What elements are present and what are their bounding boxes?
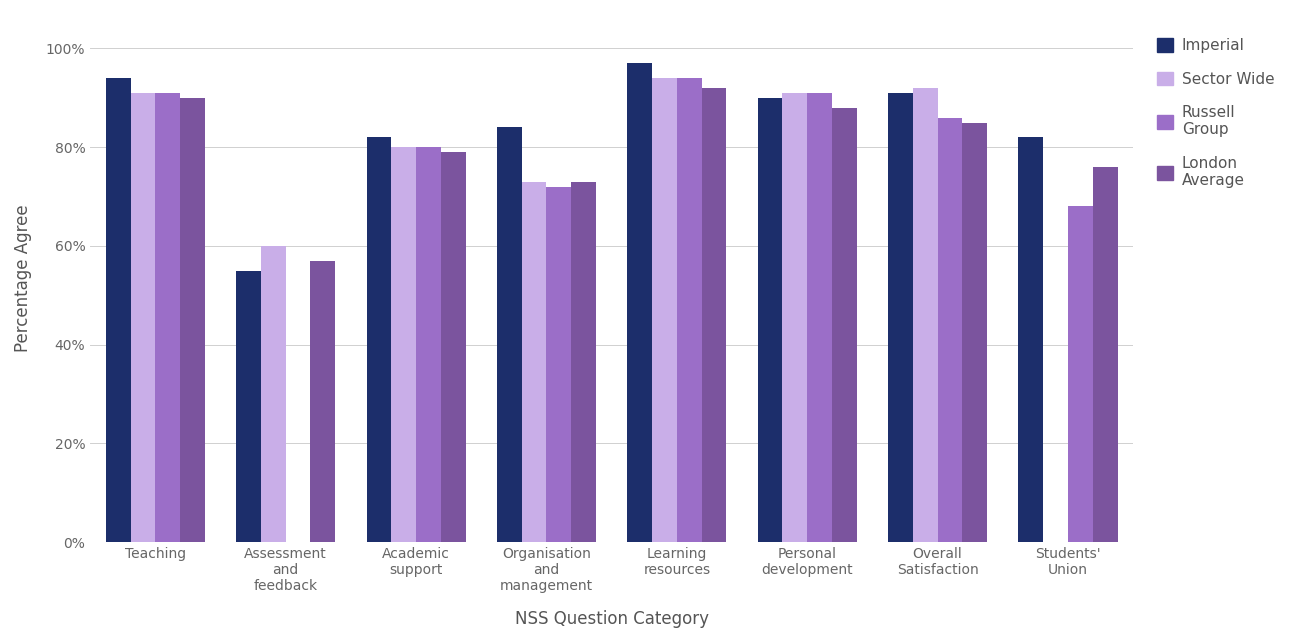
Bar <box>155 93 180 542</box>
Bar <box>701 88 726 542</box>
Bar <box>497 128 521 542</box>
Bar <box>938 117 963 542</box>
Bar <box>131 93 155 542</box>
Bar <box>912 88 938 542</box>
Bar <box>441 152 466 542</box>
Bar <box>807 93 832 542</box>
X-axis label: NSS Question Category: NSS Question Category <box>515 610 709 628</box>
Bar <box>571 182 597 542</box>
Bar <box>546 187 571 542</box>
Bar <box>180 98 204 542</box>
Bar <box>963 123 987 542</box>
Bar <box>417 147 441 542</box>
Bar <box>311 261 335 542</box>
Bar <box>521 182 546 542</box>
Legend: Imperial, Sector Wide, Russell
Group, London
Average: Imperial, Sector Wide, Russell Group, Lo… <box>1152 32 1281 195</box>
Bar <box>1068 207 1092 542</box>
Bar <box>832 108 857 542</box>
Y-axis label: Percentage Agree: Percentage Agree <box>14 204 32 352</box>
Bar <box>888 93 912 542</box>
Bar <box>628 64 652 542</box>
Bar <box>1092 167 1118 542</box>
Bar <box>783 93 807 542</box>
Bar <box>1018 137 1043 542</box>
Bar <box>652 78 677 542</box>
Bar <box>677 78 701 542</box>
Bar <box>758 98 783 542</box>
Bar <box>391 147 417 542</box>
Bar <box>237 271 261 542</box>
Bar <box>261 246 286 542</box>
Bar <box>106 78 131 542</box>
Bar <box>366 137 391 542</box>
